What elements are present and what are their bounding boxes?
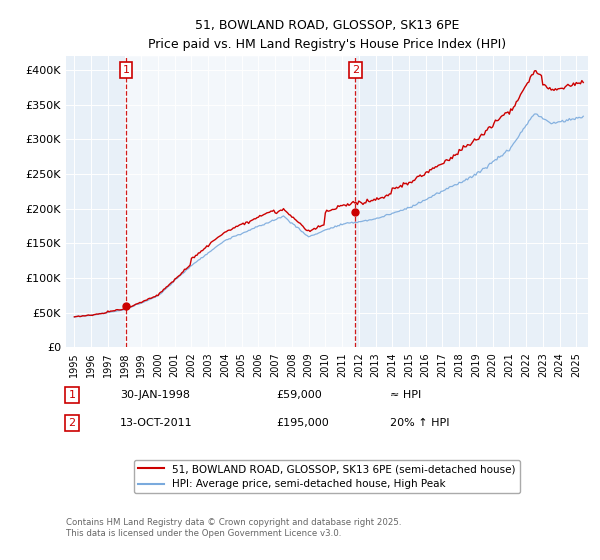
Title: 51, BOWLAND ROAD, GLOSSOP, SK13 6PE
Price paid vs. HM Land Registry's House Pric: 51, BOWLAND ROAD, GLOSSOP, SK13 6PE Pric… bbox=[148, 18, 506, 50]
Text: Contains HM Land Registry data © Crown copyright and database right 2025.
This d: Contains HM Land Registry data © Crown c… bbox=[66, 518, 401, 538]
Text: 1: 1 bbox=[122, 65, 130, 75]
Text: 2: 2 bbox=[352, 65, 359, 75]
Text: £59,000: £59,000 bbox=[276, 390, 322, 400]
Text: £195,000: £195,000 bbox=[276, 418, 329, 428]
Text: 1: 1 bbox=[68, 390, 76, 400]
Legend: 51, BOWLAND ROAD, GLOSSOP, SK13 6PE (semi-detached house), HPI: Average price, s: 51, BOWLAND ROAD, GLOSSOP, SK13 6PE (sem… bbox=[134, 460, 520, 493]
Text: 2: 2 bbox=[68, 418, 76, 428]
Text: 30-JAN-1998: 30-JAN-1998 bbox=[120, 390, 190, 400]
Text: 13-OCT-2011: 13-OCT-2011 bbox=[120, 418, 193, 428]
Bar bbox=[126, 56, 355, 347]
Text: 20% ↑ HPI: 20% ↑ HPI bbox=[390, 418, 449, 428]
Text: ≈ HPI: ≈ HPI bbox=[390, 390, 421, 400]
